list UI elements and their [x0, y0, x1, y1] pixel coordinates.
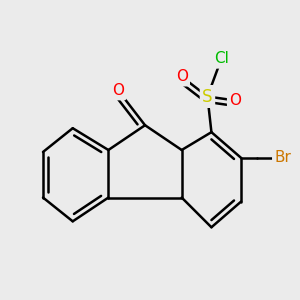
Text: Br: Br: [274, 150, 291, 165]
Text: S: S: [202, 88, 213, 106]
Text: O: O: [176, 69, 188, 84]
Text: Cl: Cl: [214, 51, 229, 66]
Text: O: O: [112, 83, 124, 98]
Text: O: O: [229, 93, 241, 108]
